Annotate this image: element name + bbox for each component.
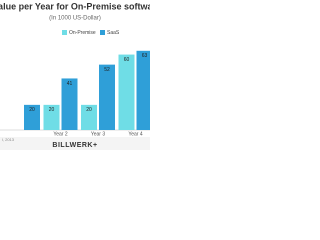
legend-label: SaaS — [107, 30, 120, 36]
chart-title: er Value per Year for On-Premise softwar… — [0, 1, 150, 11]
legend-swatch — [62, 30, 67, 35]
legend-swatch — [100, 30, 105, 35]
bar — [81, 104, 97, 130]
bar — [43, 104, 60, 130]
chart-subtitle: (In 1000 US-Dollar) — [49, 16, 101, 22]
chart: er Value per Year for On-Premise softwar… — [0, 0, 150, 150]
brand: BILLWERK+ — [52, 142, 97, 149]
source: l, 2013 — [2, 137, 15, 142]
footer — [0, 137, 150, 150]
x-tick-label: Year 2 — [53, 131, 67, 137]
value-label: 52 — [104, 67, 110, 73]
bar — [136, 50, 150, 130]
value-label: 20 — [29, 107, 35, 113]
x-tick-label: Year 4 — [128, 131, 142, 137]
legend-label: On-Premise — [69, 30, 96, 36]
bar — [61, 78, 78, 130]
value-label: 20 — [86, 107, 92, 113]
value-label: 63 — [142, 53, 148, 59]
value-label: 41 — [67, 81, 73, 87]
bar — [24, 104, 40, 130]
value-label: 60 — [124, 57, 130, 63]
value-label: 20 — [49, 107, 55, 113]
x-tick-label: Year 3 — [91, 131, 105, 137]
bar — [99, 64, 115, 130]
bar — [118, 54, 135, 131]
